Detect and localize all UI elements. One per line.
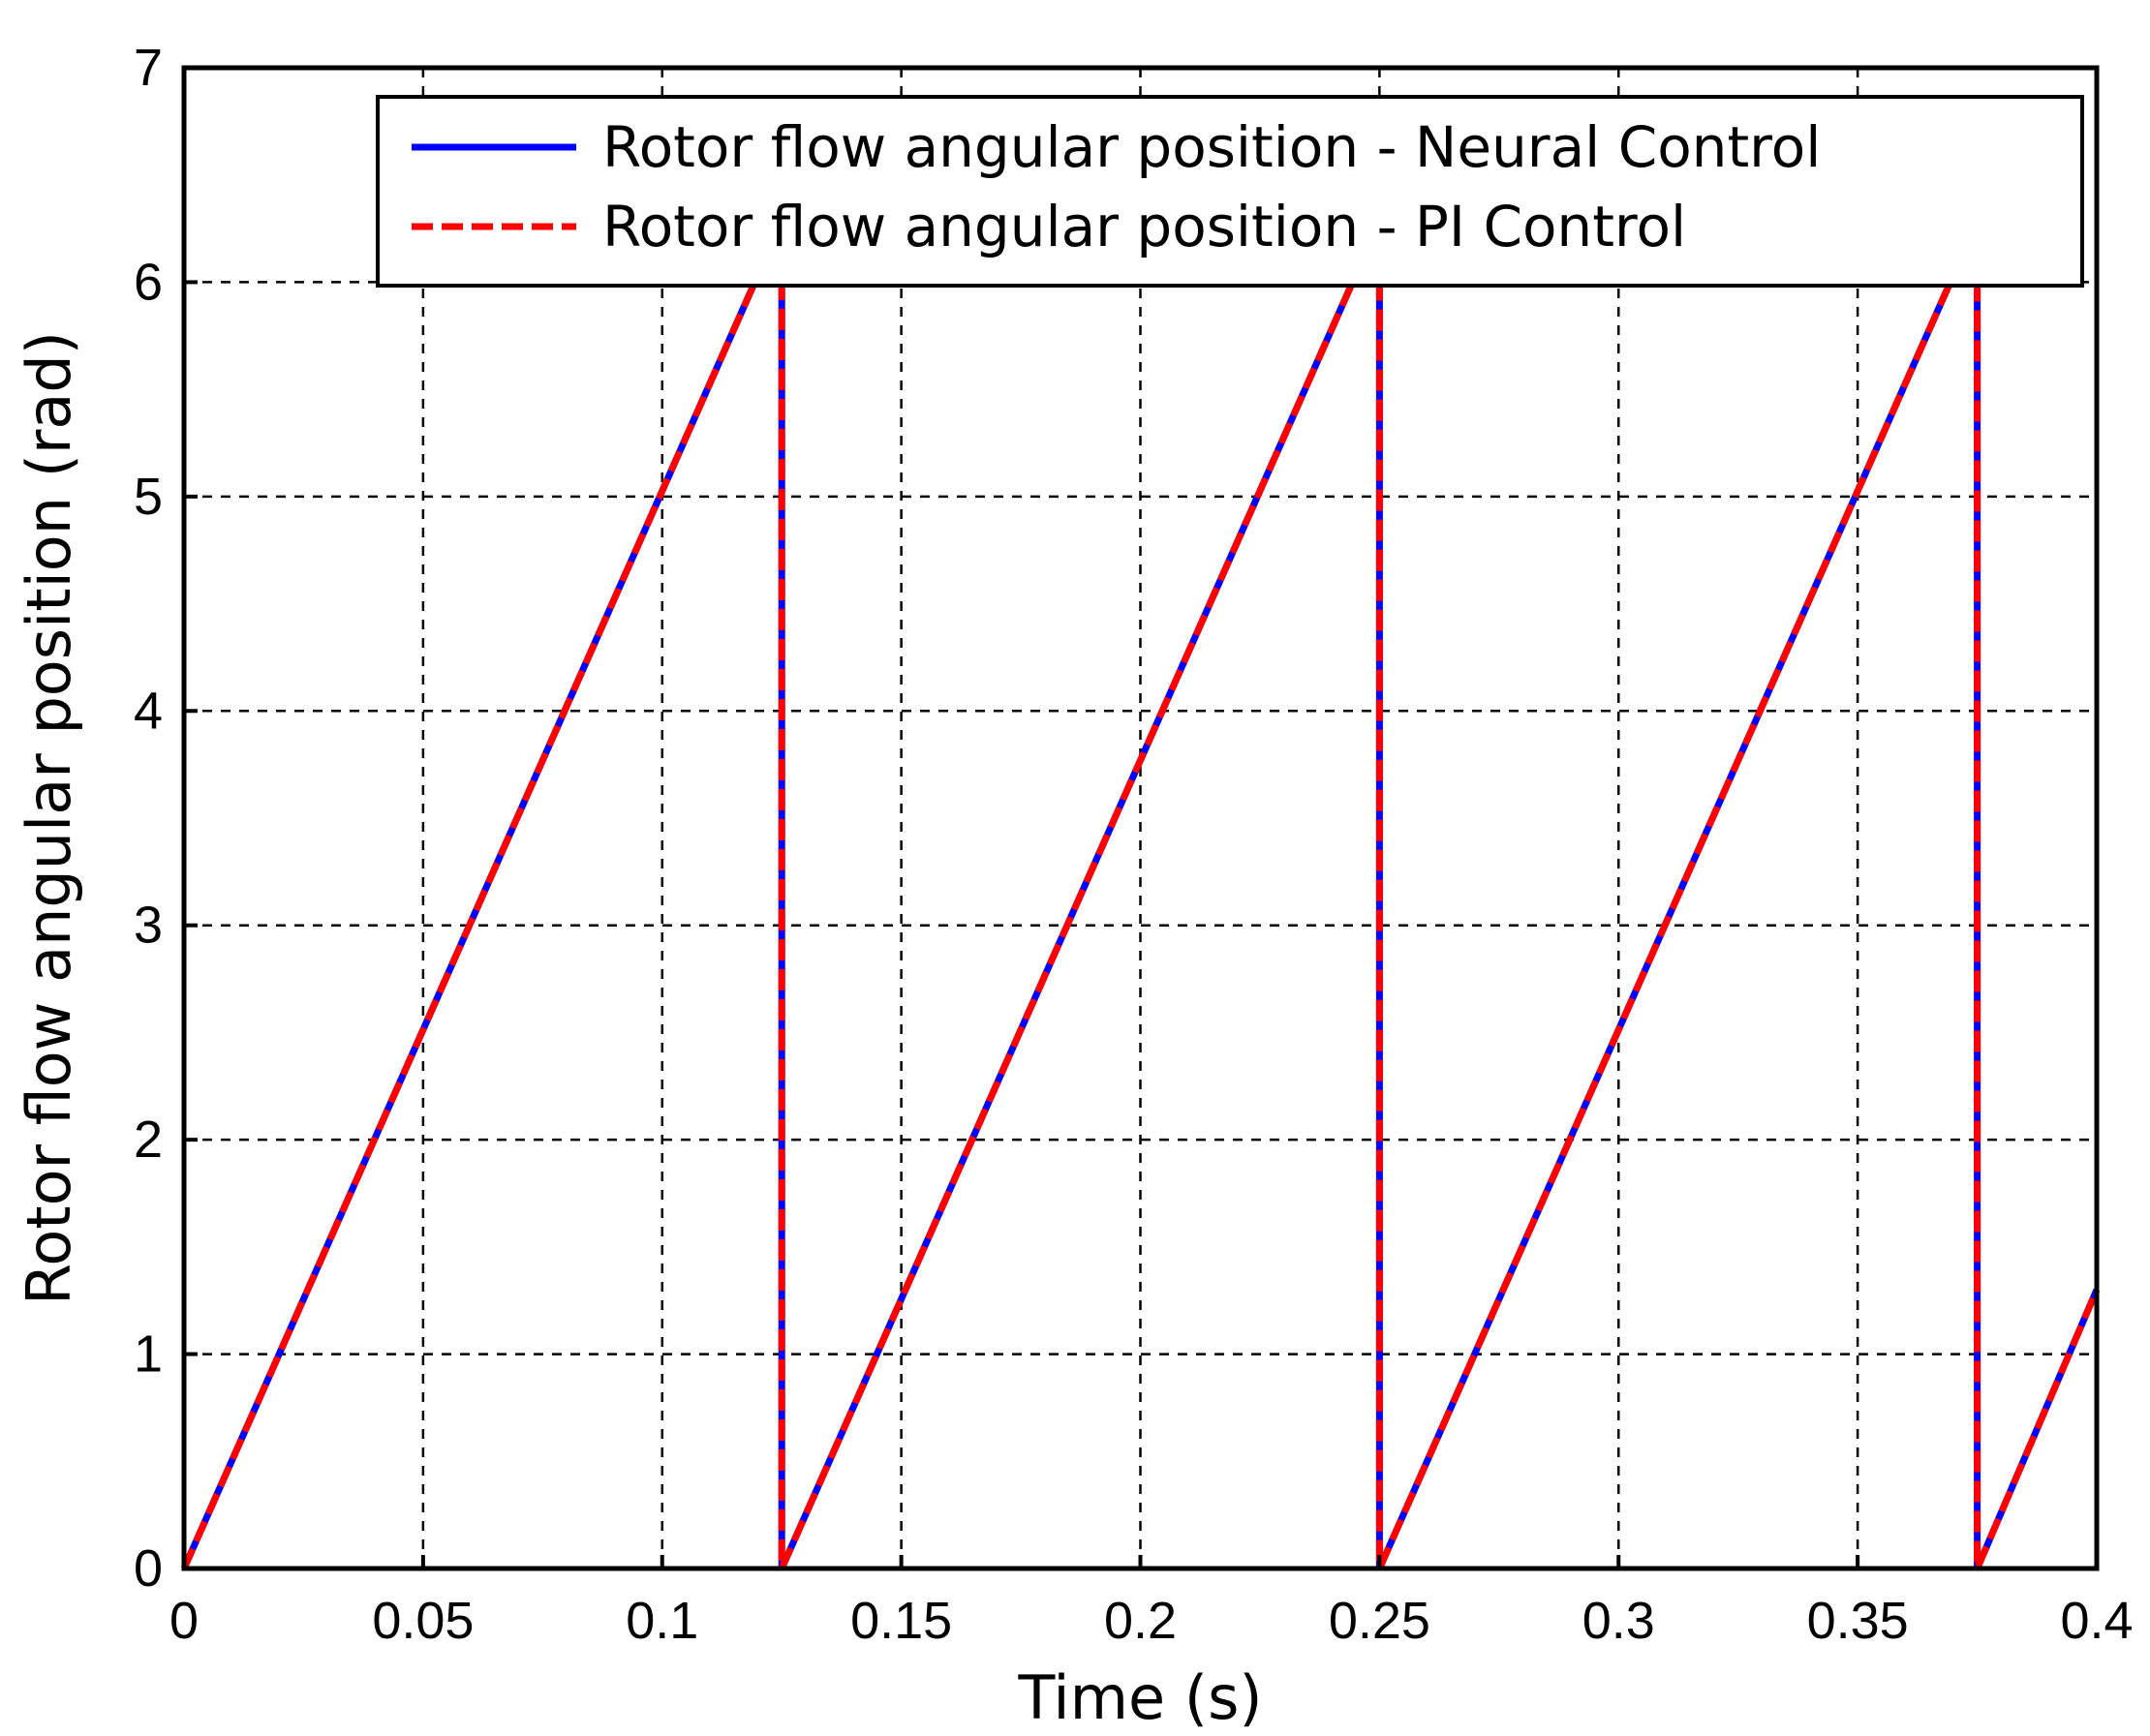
y-tick-label: 1 — [134, 1325, 163, 1384]
y-tick-label: 6 — [134, 253, 163, 311]
legend-label-2: Rotor flow angular position - PI Control — [602, 194, 1686, 259]
x-tick-label: 0.15 — [850, 1592, 952, 1650]
legend: Rotor flow angular position - Neural Con… — [376, 95, 2084, 288]
series-group — [180, 220, 2101, 1570]
x-tick-label: 0.25 — [1329, 1592, 1430, 1650]
x-tick-label: 0 — [169, 1592, 199, 1650]
y-tick-label: 7 — [134, 39, 163, 97]
x-tick-label: 0.4 — [2060, 1592, 2133, 1650]
series-line-2 — [180, 220, 2101, 1570]
y-axis-label: Rotor flow angular position (rad) — [14, 331, 84, 1305]
y-tick-label: 0 — [134, 1539, 163, 1598]
y-tick-label: 4 — [134, 682, 163, 740]
x-tick-label: 0.1 — [626, 1592, 698, 1650]
y-tick-label: 3 — [134, 897, 163, 955]
axis-ticks: 0 0.05 0.1 0.15 0.2 0.25 0.3 0.35 0.4 0 1 2 3 4 5 6 7 — [134, 39, 2134, 1650]
x-tick-label: 0.2 — [1104, 1592, 1177, 1650]
y-tick-label: 5 — [134, 468, 163, 526]
x-tick-label: 0.3 — [1582, 1592, 1655, 1650]
x-tick-label: 0.35 — [1807, 1592, 1909, 1650]
y-tick-label: 2 — [134, 1111, 163, 1169]
x-tick-label: 0.05 — [372, 1592, 474, 1650]
x-axis-label: Time (s) — [1017, 1662, 1262, 1733]
legend-label-1: Rotor flow angular position - Neural Con… — [602, 114, 1821, 180]
legend-box — [376, 95, 2084, 288]
